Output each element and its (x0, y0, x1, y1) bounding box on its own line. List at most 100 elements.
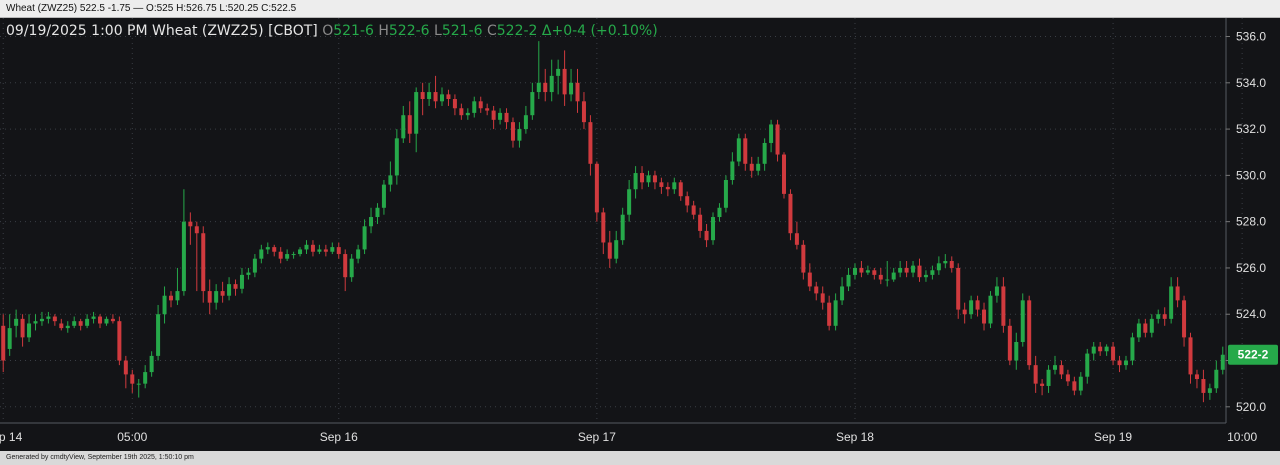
candle-body (743, 138, 748, 164)
y-tick-label: 534.0 (1236, 76, 1266, 90)
candle-body (52, 316, 57, 322)
footer-text: Generated by cmdtyView, September 19th 2… (6, 454, 194, 461)
y-tick-label: 526.0 (1236, 261, 1266, 275)
window-title-bar: Wheat (ZWZ25) 522.5 -1.75 — O:525 H:526.… (0, 0, 1280, 18)
candle-body (220, 291, 225, 296)
candle-body (136, 383, 141, 385)
candle-body (175, 291, 180, 301)
candle-body (194, 226, 199, 234)
candle-body (769, 124, 774, 143)
candle-body (723, 180, 728, 208)
candle-body (711, 217, 716, 241)
change-value: Δ+0-4 (+0.10%) (541, 23, 658, 39)
candle-body (717, 207, 722, 218)
candle-body (1033, 365, 1038, 384)
candle-body (98, 316, 103, 324)
candle-body (846, 274, 851, 287)
candle-body (536, 82, 541, 93)
candle-body (523, 115, 528, 130)
candle-body (427, 92, 432, 99)
candle-body (756, 163, 761, 171)
candle-body (962, 309, 967, 315)
chart-panel[interactable]: 536.0534.0532.0530.0528.0526.0524.0522.0… (0, 18, 1280, 451)
candle-body (72, 321, 77, 326)
candle-body (801, 244, 806, 273)
candle-body (665, 186, 670, 190)
candle-body (1162, 314, 1167, 319)
candle-body (39, 318, 44, 322)
candle-body (78, 321, 83, 326)
candle-body (640, 173, 645, 183)
candle-body (1046, 369, 1051, 386)
candle-body (201, 233, 206, 292)
candle-body (575, 82, 580, 102)
candle-body (530, 92, 535, 116)
candle-body (65, 325, 70, 329)
candle-body (827, 302, 832, 326)
candle-body (807, 272, 812, 287)
window-title: Wheat (ZWZ25) 522.5 -1.75 — O:525 H:526.… (6, 3, 297, 14)
candle-body (343, 254, 348, 278)
candle-body (1207, 388, 1212, 393)
candle-body (833, 300, 838, 326)
candle-body (1182, 300, 1187, 338)
y-tick-label: 536.0 (1236, 30, 1266, 44)
candle-body (143, 372, 148, 384)
candle-body (949, 261, 954, 268)
last-price-label: 522-2 (1238, 348, 1269, 362)
candle-body (504, 112, 509, 123)
candle-body (620, 214, 625, 241)
low-value: 521-6 (441, 23, 483, 39)
candle-body (433, 92, 438, 102)
candle-body (323, 249, 328, 252)
candle-body (627, 189, 632, 215)
candle-body (1214, 369, 1219, 389)
candle-body (730, 161, 735, 180)
candle-body (1175, 286, 1180, 301)
candle-body (362, 226, 367, 250)
candle-body (659, 182, 664, 187)
candle-body (1098, 346, 1103, 352)
candle-body (498, 112, 503, 120)
candle-body (265, 247, 270, 250)
candle-body (872, 270, 877, 275)
candle-body (278, 251, 283, 259)
candle-body (1130, 337, 1135, 361)
candle-body (233, 284, 238, 289)
candle-body (936, 263, 941, 271)
candle-body (1072, 381, 1077, 391)
header-time: 1:00 PM (91, 23, 148, 39)
candle-body (1007, 325, 1012, 361)
candle-body (517, 129, 522, 141)
candle-body (1104, 346, 1109, 352)
x-tick-label: 05:00 (117, 430, 147, 444)
candle-body (336, 247, 341, 255)
y-tick-label: 528.0 (1236, 215, 1266, 229)
y-tick-label: 530.0 (1236, 168, 1266, 182)
x-tick-label: Sep 18 (836, 430, 874, 444)
candle-body (407, 115, 412, 134)
candle-body (930, 270, 935, 275)
candle-body (1123, 360, 1128, 366)
candle-body (1111, 346, 1116, 361)
candle-body (207, 291, 212, 303)
high-key: H (378, 23, 389, 39)
candle-body (168, 295, 173, 301)
candle-body (156, 314, 161, 356)
candle-body (1020, 300, 1025, 342)
candle-body (85, 318, 90, 326)
candle-body (510, 122, 515, 141)
candle-body (485, 108, 490, 111)
candle-body (969, 300, 974, 315)
candle-body (285, 254, 290, 259)
candle-body (788, 193, 793, 234)
candle-body (401, 115, 406, 139)
candle-body (465, 112, 470, 116)
candle-body (130, 374, 135, 384)
candle-body (885, 279, 890, 281)
candle-body (775, 124, 780, 155)
x-tick-label: Sep 19 (1094, 430, 1132, 444)
price-chart[interactable]: 536.0534.0532.0530.0528.0526.0524.0522.0… (0, 18, 1280, 451)
candle-body (781, 154, 786, 194)
last-price-marker: 522-2 (1228, 344, 1278, 365)
